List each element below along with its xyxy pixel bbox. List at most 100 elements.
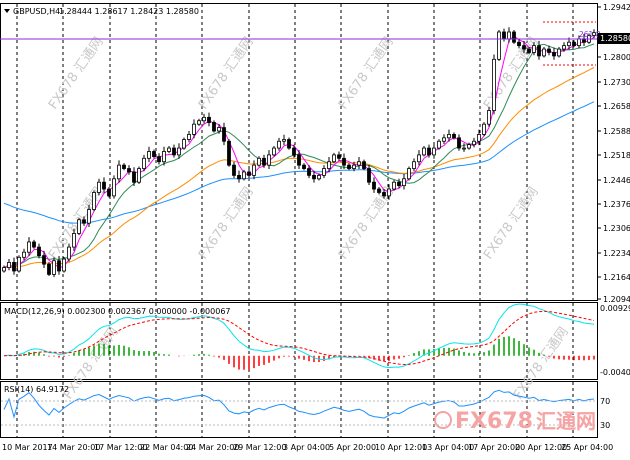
macd-group bbox=[3, 303, 595, 370]
macd-top-label: 0.009298 bbox=[600, 304, 630, 313]
candle-bull bbox=[352, 164, 356, 169]
candle-bull bbox=[252, 164, 256, 176]
logo-circle-icon bbox=[434, 411, 452, 429]
candle-bear bbox=[312, 174, 316, 180]
candle-bear bbox=[82, 219, 86, 224]
candle-bull bbox=[72, 233, 76, 248]
candle-bear bbox=[42, 255, 46, 265]
candle-bull bbox=[442, 137, 446, 142]
candle-bear bbox=[572, 41, 576, 47]
fx678-logo: FX678 汇通网 bbox=[434, 409, 596, 434]
price-tick: 1.26580 bbox=[603, 102, 630, 111]
macd-line bbox=[3, 303, 595, 369]
candle-bull bbox=[137, 168, 141, 183]
candle-bear bbox=[502, 31, 506, 40]
candle-bull bbox=[567, 41, 571, 47]
time-tick: 22 Mar 04:00 bbox=[140, 443, 193, 452]
candle-bear bbox=[457, 137, 461, 149]
time-tick: 10 Mar 2017 bbox=[2, 443, 53, 452]
candle-bull bbox=[242, 171, 246, 180]
macd-title: MACD(12,26,9) 0.002300 0.002367 0.000000… bbox=[4, 307, 231, 316]
candle-bear bbox=[247, 171, 251, 176]
candle-bull bbox=[272, 147, 276, 156]
candle-bull bbox=[282, 139, 286, 142]
candle-bull bbox=[357, 161, 361, 166]
candle-bull bbox=[177, 147, 181, 156]
candle-bull bbox=[92, 192, 96, 210]
time-tick: 29 Mar 12:00 bbox=[233, 443, 286, 452]
current-price-tag bbox=[598, 33, 630, 44]
chart-symbol: GBPUSD,H4 bbox=[13, 7, 60, 16]
candle-bear bbox=[12, 262, 16, 272]
candle-bull bbox=[182, 139, 186, 149]
price-tick: 1.21640 bbox=[603, 273, 630, 282]
dropdown-triangle-icon[interactable] bbox=[4, 9, 10, 13]
candle-bull bbox=[192, 123, 196, 135]
time-tick: 13 Apr 04:00 bbox=[422, 443, 474, 452]
candle-bull bbox=[557, 48, 561, 57]
candle-bear bbox=[307, 168, 311, 176]
rsi-title: RSI(14) 64.9172 bbox=[4, 385, 69, 394]
candle-bear bbox=[372, 181, 376, 190]
vertical-grid bbox=[16, 4, 574, 437]
macd-panel-frame[interactable] bbox=[0, 302, 598, 380]
candle-bear bbox=[47, 263, 51, 275]
candle-bull bbox=[447, 134, 451, 139]
candle-bull bbox=[482, 123, 486, 135]
price-tick: 1.22340 bbox=[603, 249, 630, 258]
candle-bull bbox=[472, 140, 476, 146]
candle-bull bbox=[422, 147, 426, 156]
candle-bear bbox=[32, 241, 36, 248]
candle-bull bbox=[87, 209, 91, 224]
candle-bull bbox=[417, 154, 421, 163]
candle-bull bbox=[407, 168, 411, 180]
rsi-level-label: 70 bbox=[600, 397, 610, 406]
current-price-label: 1.28580 bbox=[600, 34, 630, 43]
candle-bull bbox=[2, 267, 6, 272]
candle-bull bbox=[77, 219, 81, 234]
candle-bear bbox=[212, 122, 216, 132]
candle-bull bbox=[532, 45, 536, 53]
logo-text: FX678 bbox=[455, 409, 533, 434]
candle-bear bbox=[102, 181, 106, 190]
macd-signal-line bbox=[3, 310, 595, 366]
candle-bear bbox=[222, 127, 226, 142]
candle-bull bbox=[17, 256, 21, 272]
price-tick: 1.23060 bbox=[603, 224, 630, 233]
candle-bull bbox=[52, 260, 56, 275]
candle-bull bbox=[142, 157, 146, 169]
price-tick: 1.23760 bbox=[603, 200, 630, 209]
candle-bear bbox=[232, 164, 236, 176]
candle-bull bbox=[562, 45, 566, 50]
candle-bull bbox=[497, 31, 501, 60]
candle-bear bbox=[512, 31, 516, 43]
candle-bull bbox=[507, 31, 511, 40]
candle-bear bbox=[377, 188, 381, 193]
candle-bear bbox=[57, 260, 61, 272]
time-tick: 10 Apr 12:00 bbox=[375, 443, 427, 452]
candle-bull bbox=[202, 116, 206, 122]
candle-bull bbox=[332, 154, 336, 163]
candle-bear bbox=[107, 188, 111, 197]
candle-bear bbox=[172, 147, 176, 156]
candle-bear bbox=[367, 168, 371, 183]
candle-bear bbox=[122, 164, 126, 169]
candle-bull bbox=[117, 164, 121, 180]
candle-bull bbox=[592, 32, 596, 36]
price-tick: 1.25180 bbox=[603, 151, 630, 160]
candle-bear bbox=[527, 48, 531, 53]
candle-bear bbox=[362, 161, 366, 169]
candle-bear bbox=[342, 157, 346, 166]
price-tick: 1.27300 bbox=[603, 78, 630, 87]
candle-bull bbox=[387, 188, 391, 197]
chart-ohlc: 1.28444 1.28617 1.28423 1.28580 bbox=[59, 7, 199, 16]
time-tick: 17 Apr 20:00 bbox=[468, 443, 520, 452]
candle-bull bbox=[477, 134, 481, 142]
time-tick: 3 Apr 04:00 bbox=[283, 443, 330, 452]
candle-bull bbox=[22, 251, 26, 258]
candle-bear bbox=[287, 139, 291, 149]
candle-bull bbox=[112, 178, 116, 197]
candle-bull bbox=[187, 134, 191, 140]
macd-bottom-label: -0.004072 bbox=[600, 368, 630, 377]
